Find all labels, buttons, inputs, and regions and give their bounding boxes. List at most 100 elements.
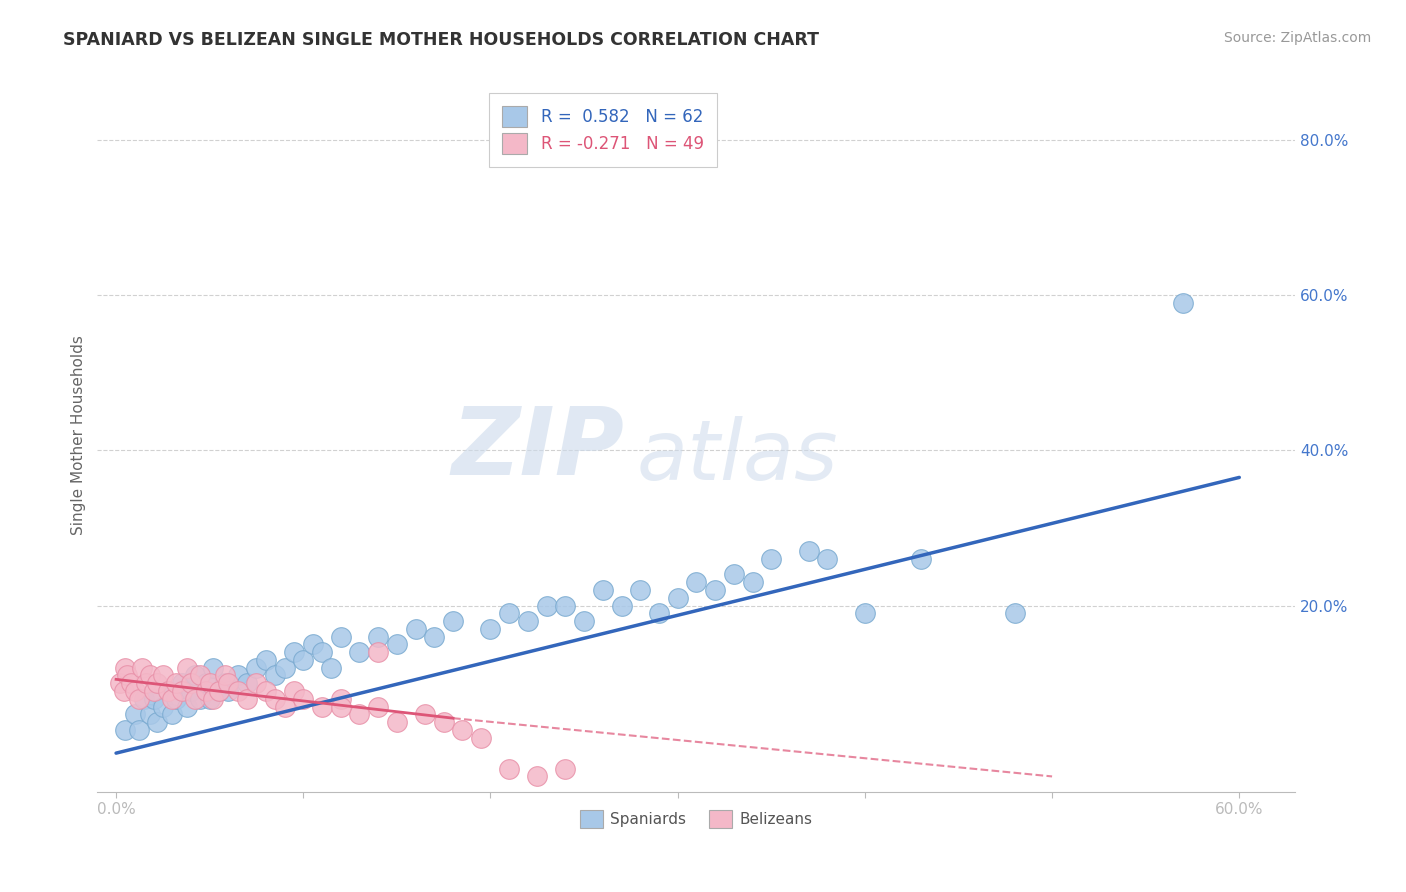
Point	[180, 676, 202, 690]
Point	[264, 691, 287, 706]
Point	[165, 691, 187, 706]
Point	[160, 707, 183, 722]
Point	[441, 614, 464, 628]
Point	[704, 582, 727, 597]
Point	[301, 637, 323, 651]
Point	[516, 614, 538, 628]
Point	[170, 676, 193, 690]
Point	[176, 661, 198, 675]
Point	[536, 599, 558, 613]
Point	[198, 691, 221, 706]
Point	[498, 762, 520, 776]
Point	[217, 676, 239, 690]
Point	[367, 645, 389, 659]
Point	[610, 599, 633, 613]
Point	[245, 676, 267, 690]
Point	[685, 575, 707, 590]
Point	[139, 668, 162, 682]
Point	[367, 630, 389, 644]
Point	[741, 575, 763, 590]
Text: Source: ZipAtlas.com: Source: ZipAtlas.com	[1223, 31, 1371, 45]
Point	[214, 676, 236, 690]
Y-axis label: Single Mother Households: Single Mother Households	[72, 334, 86, 534]
Point	[236, 691, 259, 706]
Point	[160, 691, 183, 706]
Point	[254, 653, 277, 667]
Point	[217, 684, 239, 698]
Point	[349, 707, 371, 722]
Point	[405, 622, 427, 636]
Point	[165, 676, 187, 690]
Point	[188, 668, 211, 682]
Point	[183, 668, 205, 682]
Point	[283, 684, 305, 698]
Point	[329, 691, 352, 706]
Text: ZIP: ZIP	[451, 403, 624, 495]
Point	[131, 661, 153, 675]
Point	[152, 668, 174, 682]
Point	[114, 661, 136, 675]
Point	[479, 622, 502, 636]
Point	[202, 661, 225, 675]
Legend: Spaniards, Belizeans: Spaniards, Belizeans	[574, 804, 820, 834]
Point	[124, 707, 146, 722]
Point	[146, 714, 169, 729]
Point	[526, 769, 548, 783]
Point	[385, 637, 408, 651]
Point	[176, 699, 198, 714]
Point	[292, 653, 315, 667]
Point	[157, 684, 180, 698]
Point	[128, 723, 150, 737]
Point	[202, 691, 225, 706]
Point	[208, 684, 231, 698]
Point	[723, 567, 745, 582]
Point	[273, 699, 295, 714]
Point	[311, 645, 333, 659]
Point	[797, 544, 820, 558]
Point	[124, 684, 146, 698]
Point	[572, 614, 595, 628]
Point	[817, 552, 839, 566]
Point	[761, 552, 783, 566]
Point	[188, 691, 211, 706]
Point	[1171, 295, 1194, 310]
Point	[128, 691, 150, 706]
Point	[226, 684, 249, 698]
Point	[273, 661, 295, 675]
Text: atlas: atlas	[637, 416, 838, 497]
Point	[236, 676, 259, 690]
Point	[367, 699, 389, 714]
Point	[226, 668, 249, 682]
Point	[1004, 607, 1026, 621]
Point	[180, 684, 202, 698]
Point	[183, 691, 205, 706]
Text: SPANIARD VS BELIZEAN SINGLE MOTHER HOUSEHOLDS CORRELATION CHART: SPANIARD VS BELIZEAN SINGLE MOTHER HOUSE…	[63, 31, 820, 49]
Point	[292, 691, 315, 706]
Point	[170, 684, 193, 698]
Point	[329, 699, 352, 714]
Point	[329, 630, 352, 644]
Point	[254, 684, 277, 698]
Point	[194, 676, 217, 690]
Point	[245, 661, 267, 675]
Point	[592, 582, 614, 597]
Point	[146, 676, 169, 690]
Point	[108, 676, 131, 690]
Point	[648, 607, 671, 621]
Point	[117, 668, 139, 682]
Point	[349, 645, 371, 659]
Point	[114, 723, 136, 737]
Point	[142, 691, 165, 706]
Point	[628, 582, 651, 597]
Point	[910, 552, 932, 566]
Point	[214, 668, 236, 682]
Point	[157, 684, 180, 698]
Point	[554, 762, 576, 776]
Point	[666, 591, 689, 605]
Point	[554, 599, 576, 613]
Point	[385, 714, 408, 729]
Point	[152, 699, 174, 714]
Point	[198, 676, 221, 690]
Point	[134, 691, 156, 706]
Point	[264, 668, 287, 682]
